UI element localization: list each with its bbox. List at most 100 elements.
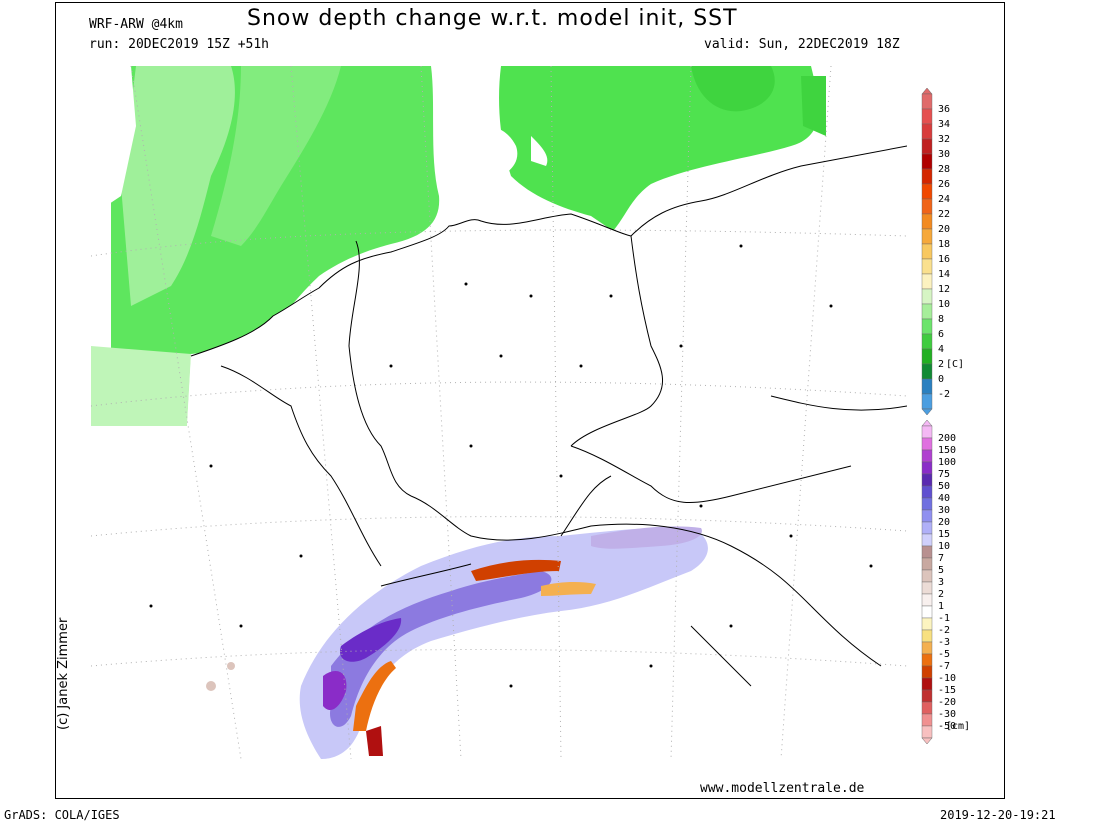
colorbar-label: -50 <box>938 721 956 732</box>
map-title: Snow depth change w.r.t. model init, SST <box>247 6 738 31</box>
colorbar-label: -3 <box>938 637 950 648</box>
colorbar-swatch <box>921 629 933 643</box>
colorbar-swatch <box>921 168 933 185</box>
colorbar-swatch <box>921 243 933 260</box>
colorbar-swatch <box>921 258 933 275</box>
colorbar-label: 200 <box>938 433 956 444</box>
colorbar-label: 10 <box>938 541 950 552</box>
colorbar-label: 26 <box>938 179 950 190</box>
colorbar-swatch <box>921 725 933 739</box>
colorbar-label: -15 <box>938 685 956 696</box>
colorbar-label: 75 <box>938 469 950 480</box>
colorbar-swatch <box>921 521 933 535</box>
colorbar-label: 3 <box>938 577 944 588</box>
colorbar-swatch <box>921 677 933 691</box>
colorbar-label: 12 <box>938 284 950 295</box>
weather-map <box>91 66 907 759</box>
colorbar-label: -5 <box>938 649 950 660</box>
colorbar-label: 18 <box>938 239 950 250</box>
colorbar-swatch <box>921 617 933 631</box>
colorbar-swatch <box>921 123 933 140</box>
colorbar-label: 8 <box>938 314 944 325</box>
colorbar-label: 20 <box>938 517 950 528</box>
colorbar-swatch <box>921 138 933 155</box>
colorbar-swatch <box>921 288 933 305</box>
colorbar-label: 24 <box>938 194 950 205</box>
colorbar-swatch <box>921 348 933 365</box>
colorbar-label: 14 <box>938 269 950 280</box>
colorbar-swatch <box>921 228 933 245</box>
colorbar-swatch <box>921 497 933 511</box>
snow-colorbar: 2001501007550403020151075321-1-2-3-5-7-1… <box>921 420 970 745</box>
colorbar-label: 5 <box>938 565 944 576</box>
colorbar-swatch <box>921 363 933 380</box>
colorbar-label: -2 <box>938 625 950 636</box>
colorbar-label: 7 <box>938 553 944 564</box>
colorbar-label: 34 <box>938 119 950 130</box>
colorbar-swatch <box>921 213 933 230</box>
colorbar-label: -30 <box>938 709 956 720</box>
colorbar-label: 2 <box>938 359 944 370</box>
colorbar-label: -20 <box>938 697 956 708</box>
colorbar-swatch <box>921 485 933 499</box>
colorbar-swatch <box>921 93 933 110</box>
land-mass <box>91 126 907 759</box>
colorbar-swatch <box>921 273 933 290</box>
colorbar-swatch <box>921 303 933 320</box>
colorbar-swatch <box>921 665 933 679</box>
colorbar-label: 30 <box>938 149 950 160</box>
colorbar-swatch <box>921 393 933 410</box>
valid-label: valid: Sun, 22DEC2019 18Z <box>704 37 900 52</box>
city-markers <box>149 244 873 688</box>
colorbar-label: 30 <box>938 505 950 516</box>
colorbar-swatch <box>921 569 933 583</box>
colorbar-label: 2 <box>938 589 944 600</box>
software-label: GrADS: COLA/IGES <box>4 808 120 822</box>
colorbar-swatch <box>921 333 933 350</box>
colorbar-swatch <box>921 509 933 523</box>
colorbar-swatch <box>921 437 933 451</box>
colorbar-swatch <box>921 378 933 395</box>
run-label: run: 20DEC2019 15Z +51h <box>89 37 270 52</box>
colorbar-label: 0 <box>938 374 944 385</box>
colorbar-swatch <box>921 449 933 463</box>
snow-depth-field <box>206 526 708 759</box>
colorbar-label: 100 <box>938 457 956 468</box>
colorbar-swatch <box>921 461 933 475</box>
colorbar-swatch <box>921 581 933 595</box>
colorbar-swatch <box>921 713 933 727</box>
colorbar-label: 36 <box>938 104 950 115</box>
colorbar-swatch <box>921 198 933 215</box>
colorbar-swatch <box>921 605 933 619</box>
colorbar-swatch <box>921 641 933 655</box>
colorbar-label: 40 <box>938 493 950 504</box>
colorbar-label: 6 <box>938 329 944 340</box>
colorbar-label: -1 <box>938 613 950 624</box>
colorbar-swatch <box>921 153 933 170</box>
colorbar-label: -10 <box>938 673 956 684</box>
credit-label: (c) Janek Zimmer <box>56 617 71 730</box>
colorbar-swatch <box>921 701 933 715</box>
colorbar-label: 32 <box>938 134 950 145</box>
colorbar-label: 10 <box>938 299 950 310</box>
colorbar-label: 50 <box>938 481 950 492</box>
borders <box>190 145 907 687</box>
timestamp-label: 2019-12-20-19:21 <box>940 808 1056 822</box>
colorbar-label: 1 <box>938 601 944 612</box>
colorbar-label: 22 <box>938 209 950 220</box>
colorbar-swatch <box>921 108 933 125</box>
graticule <box>91 66 907 759</box>
colorbar-swatch <box>921 593 933 607</box>
colorbar-swatch <box>921 473 933 487</box>
colorbar-swatch <box>921 183 933 200</box>
model-label: WRF-ARW @4km <box>89 17 183 32</box>
colorbar-label: -2 <box>938 389 950 400</box>
colorbar-label: 4 <box>938 344 944 355</box>
website-label: www.modellzentrale.de <box>700 781 865 796</box>
colorbar-unit: [cm] <box>946 721 970 732</box>
colorbar-label: 15 <box>938 529 950 540</box>
colorbar-label: 16 <box>938 254 950 265</box>
colorbar-swatch <box>921 533 933 547</box>
colorbar-unit: [C] <box>946 359 964 370</box>
